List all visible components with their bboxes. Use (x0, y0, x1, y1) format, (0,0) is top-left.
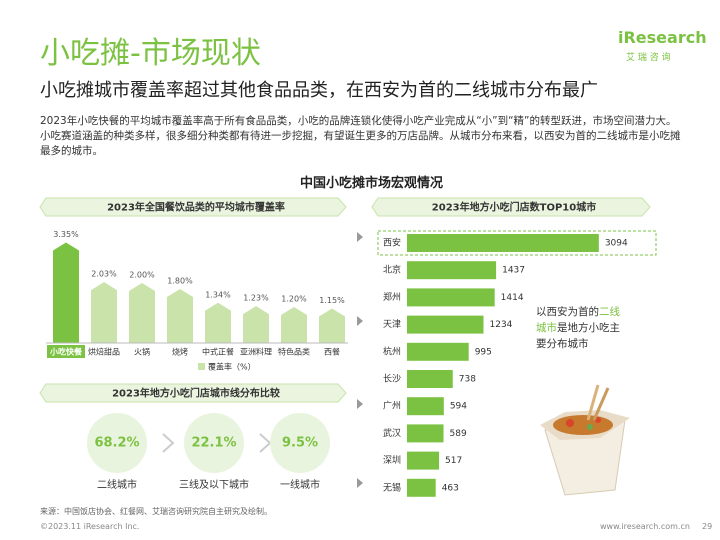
value-label: 589 (450, 429, 467, 439)
panel-title: 2023年地方小吃门店城市线分布比较 (112, 387, 280, 400)
bar (407, 288, 495, 307)
value-label: 594 (450, 402, 467, 412)
bar (319, 308, 345, 343)
legend-label: 覆盖率（%） (208, 362, 256, 372)
value-label: 2.03% (91, 270, 117, 279)
stat-circle (87, 413, 147, 473)
bar (281, 307, 307, 343)
y-tick-label: 杭州 (383, 345, 401, 357)
stat-circle (184, 413, 244, 473)
value-label: 517 (445, 456, 462, 466)
stat-label: 二线城市 (97, 478, 137, 491)
value-label: 1.15% (319, 296, 345, 305)
panel-header (39, 383, 347, 403)
value-label: 995 (475, 347, 492, 357)
legend-swatch (198, 363, 205, 370)
bar (407, 234, 599, 252)
bar (205, 302, 231, 343)
stat-value: 68.2% (94, 436, 139, 451)
y-tick-label: 武汉 (383, 427, 401, 439)
value-label: 1.80% (167, 277, 193, 286)
panel-header (371, 197, 651, 217)
value-label: 1.23% (243, 294, 269, 303)
bar (407, 370, 453, 388)
value-label: 1.20% (281, 295, 307, 304)
value-label: 2.00% (129, 271, 155, 280)
value-label: 1.34% (205, 290, 231, 299)
bar (243, 306, 269, 343)
y-tick-label: 无锡 (383, 482, 401, 493)
bar (129, 283, 155, 343)
panel-header (39, 197, 347, 217)
y-tick-label: 广州 (383, 400, 401, 412)
bar (407, 397, 444, 416)
stat-circle (270, 413, 330, 473)
highlight-label-bg (47, 345, 85, 358)
subtitle: 小吃摊城市覆盖率超过其他食品品类，在西安为首的二线城市分布最广 (40, 80, 598, 101)
bar (53, 242, 79, 343)
value-label: 1414 (501, 293, 524, 303)
website: www.iresearch.com.cn (600, 522, 690, 531)
x-tick-label: 西餐 (324, 348, 340, 357)
bar (407, 315, 484, 334)
value-label: 1234 (490, 320, 513, 330)
logo: iResearch (618, 28, 707, 47)
title: 小吃摊-市场现状 (40, 36, 261, 71)
x-tick-label: 亚洲料理 (240, 347, 272, 357)
x-tick-label: 中式正餐 (202, 347, 234, 357)
bar (407, 478, 436, 497)
chevron (162, 433, 175, 453)
x-tick-label: 特色品类 (278, 347, 310, 357)
x-tick-label: 烘焙甜品 (88, 347, 120, 357)
panel-title: 2023年全国餐饮品类的平均城市覆盖率 (107, 201, 285, 214)
page-number: 29 (702, 522, 713, 531)
value-label: 3094 (605, 239, 628, 249)
body-text: 2023年小吃快餐的平均城市覆盖率高于所有食品品类，小吃的品牌连锁化使得小吃产业… (40, 115, 681, 157)
highlight-box (377, 230, 657, 256)
bar (407, 342, 469, 361)
stat-label: 一线城市 (280, 478, 320, 491)
bar (407, 451, 440, 470)
bar (91, 282, 117, 343)
stat-value: 22.1% (191, 436, 236, 451)
panel-title: 2023年地方小吃门店数TOP10城市 (432, 201, 596, 214)
value-label: 738 (459, 375, 476, 385)
food-illustration (540, 384, 630, 496)
dividers (357, 232, 363, 488)
y-tick-label: 天津 (383, 319, 401, 330)
x-tick-label: 火锅 (134, 347, 150, 357)
bar (167, 289, 193, 343)
bar (407, 424, 444, 443)
y-tick-label: 长沙 (383, 373, 401, 385)
value-label: 463 (442, 483, 459, 493)
logo-sub: 艾 瑞 咨 询 (626, 53, 671, 63)
stat-label: 三线及以下城市 (179, 478, 249, 491)
y-tick-label: 北京 (383, 264, 401, 276)
value-label: 1437 (502, 266, 525, 276)
section-title: 中国小吃摊市场宏观情况 (300, 176, 444, 191)
x-tick-label: 小吃快餐 (49, 347, 83, 357)
y-tick-label: 郑州 (383, 291, 401, 303)
chevron (259, 433, 272, 453)
stat-value: 9.5% (282, 436, 318, 451)
callout: 以西安为首的二线城市是地方小吃主要分布城市 (536, 306, 620, 350)
value-label: 3.35% (53, 230, 79, 239)
source: 来源：中国饭店协会、红餐网、艾瑞咨询研究院自主研究及绘制。 (40, 507, 272, 516)
y-tick-label: 深圳 (383, 455, 401, 466)
copyright: ©2023.11 iResearch Inc. (40, 522, 140, 531)
y-tick-label: 西安 (383, 237, 401, 249)
x-tick-label: 烧烤 (172, 347, 188, 357)
bar (407, 261, 497, 280)
